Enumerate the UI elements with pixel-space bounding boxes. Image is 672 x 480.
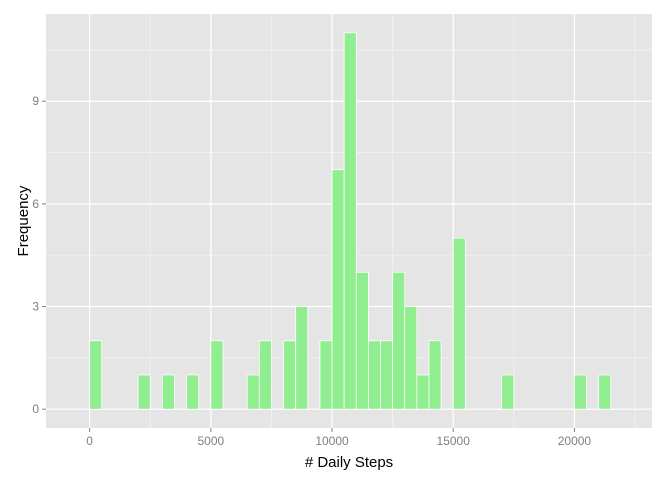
x-tick-label: 20000 [558,434,592,448]
x-axis-title: # Daily Steps [305,454,393,471]
histogram-bar [501,374,515,410]
y-axis-ticks: 0 3 6 9 [32,94,46,416]
histogram-bar [319,340,333,410]
histogram-bar [161,374,175,410]
histogram-bar [186,374,200,410]
histogram-bar [258,340,272,410]
y-tick-label: 6 [32,197,39,211]
histogram-bar [598,374,612,410]
x-tick-label: 5000 [197,434,224,448]
histogram-bar [404,306,418,410]
y-tick-label: 9 [32,94,39,108]
histogram-bar [137,374,151,410]
histogram-bar [380,340,394,410]
histogram-bar [452,237,466,410]
histogram-bars [89,32,612,410]
x-tick-label: 10000 [315,434,349,448]
histogram-bar [89,340,103,410]
histogram-bar [428,340,442,410]
y-axis-title: Frequency [15,185,32,256]
histogram-bar [283,340,297,410]
x-axis-ticks: 0 5000 10000 15000 20000 [86,428,591,448]
histogram-bar [343,32,357,410]
histogram-bar [246,374,260,410]
y-tick-label: 3 [32,300,39,314]
histogram-bar [416,374,430,410]
histogram-bar [574,374,587,410]
histogram-bar [367,340,381,410]
histogram-bar [210,340,224,410]
x-tick-label: 0 [86,434,93,448]
x-tick-label: 15000 [437,434,471,448]
y-tick-label: 0 [32,402,39,416]
histogram-bar [355,271,369,410]
histogram-bar [331,169,345,410]
histogram-bar [295,306,309,410]
histogram-bar [392,271,406,410]
